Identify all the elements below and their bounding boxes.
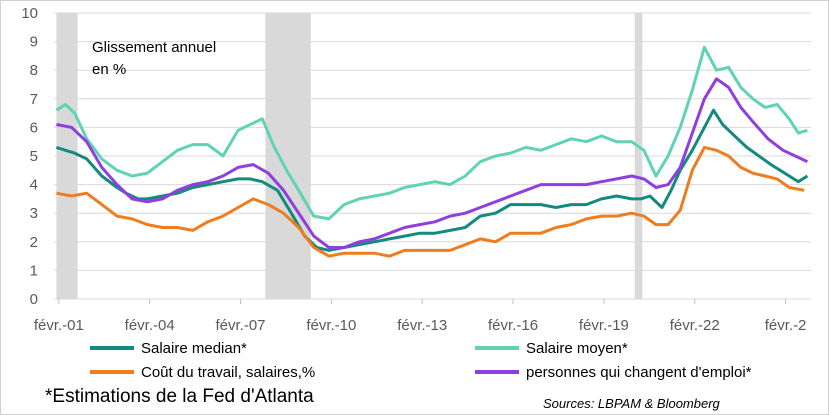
- series-line-salaire-median: [55, 108, 809, 252]
- legend-label-salaire-median: Salaire median*: [141, 340, 247, 357]
- y-tick-label: 8: [30, 62, 38, 79]
- gridlines: [54, 12, 811, 300]
- legend: Salaire median* Salaire moyen* Coût du t…: [90, 340, 752, 381]
- annotation-line-2: en %: [92, 61, 126, 78]
- legend-label-cout-travail: Coût du travail, salaires,%: [141, 364, 315, 381]
- legend-label-changent-emploi: personnes qui changent d'emploi*: [526, 364, 752, 381]
- x-tick-label: févr.-07: [216, 317, 266, 334]
- x-tick-label: févr.-10: [306, 317, 356, 334]
- x-tick-label: févr.-01: [34, 317, 84, 334]
- y-tick-label: 3: [30, 205, 38, 222]
- x-tick-label: févr.-16: [488, 317, 538, 334]
- series-lines: [55, 45, 809, 258]
- y-tick-label: 5: [30, 148, 38, 165]
- legend-label-salaire-moyen: Salaire moyen*: [526, 340, 628, 357]
- x-axis-ticks: févr.-01 févr.-04 févr.-07 févr.-10 févr.-13…: [34, 299, 807, 334]
- series-line-cout-du-travail-salaires: [56, 145, 805, 258]
- y-tick-label: 7: [30, 91, 38, 108]
- x-tick-label: févr.-2: [765, 317, 807, 334]
- series-line-salaire-moyen: [55, 45, 808, 221]
- series-line-personnes-qui-changent-d-emploi: [56, 77, 809, 249]
- y-tick-label: 2: [30, 234, 38, 251]
- y-tick-label: 1: [30, 262, 38, 279]
- annotation-line-1: Glissement annuel: [92, 39, 216, 56]
- x-tick-label: févr.-19: [579, 317, 629, 334]
- x-tick-label: févr.-04: [125, 317, 175, 334]
- y-axis-ticks: 0 1 2 3 4 5 6 7 8 9 10: [21, 5, 38, 308]
- y-tick-label: 9: [30, 34, 38, 51]
- y-tick-label: 4: [30, 177, 38, 194]
- y-tick-label: 0: [30, 291, 38, 308]
- source-note: Sources: LBPAM & Bloomberg: [543, 396, 721, 411]
- y-tick-label: 10: [21, 5, 38, 22]
- footnote: *Estimations de la Fed d'Atlanta: [45, 386, 314, 407]
- y-tick-label: 6: [30, 119, 38, 136]
- x-tick-label: févr.-22: [670, 317, 720, 334]
- x-tick-label: févr.-13: [397, 317, 447, 334]
